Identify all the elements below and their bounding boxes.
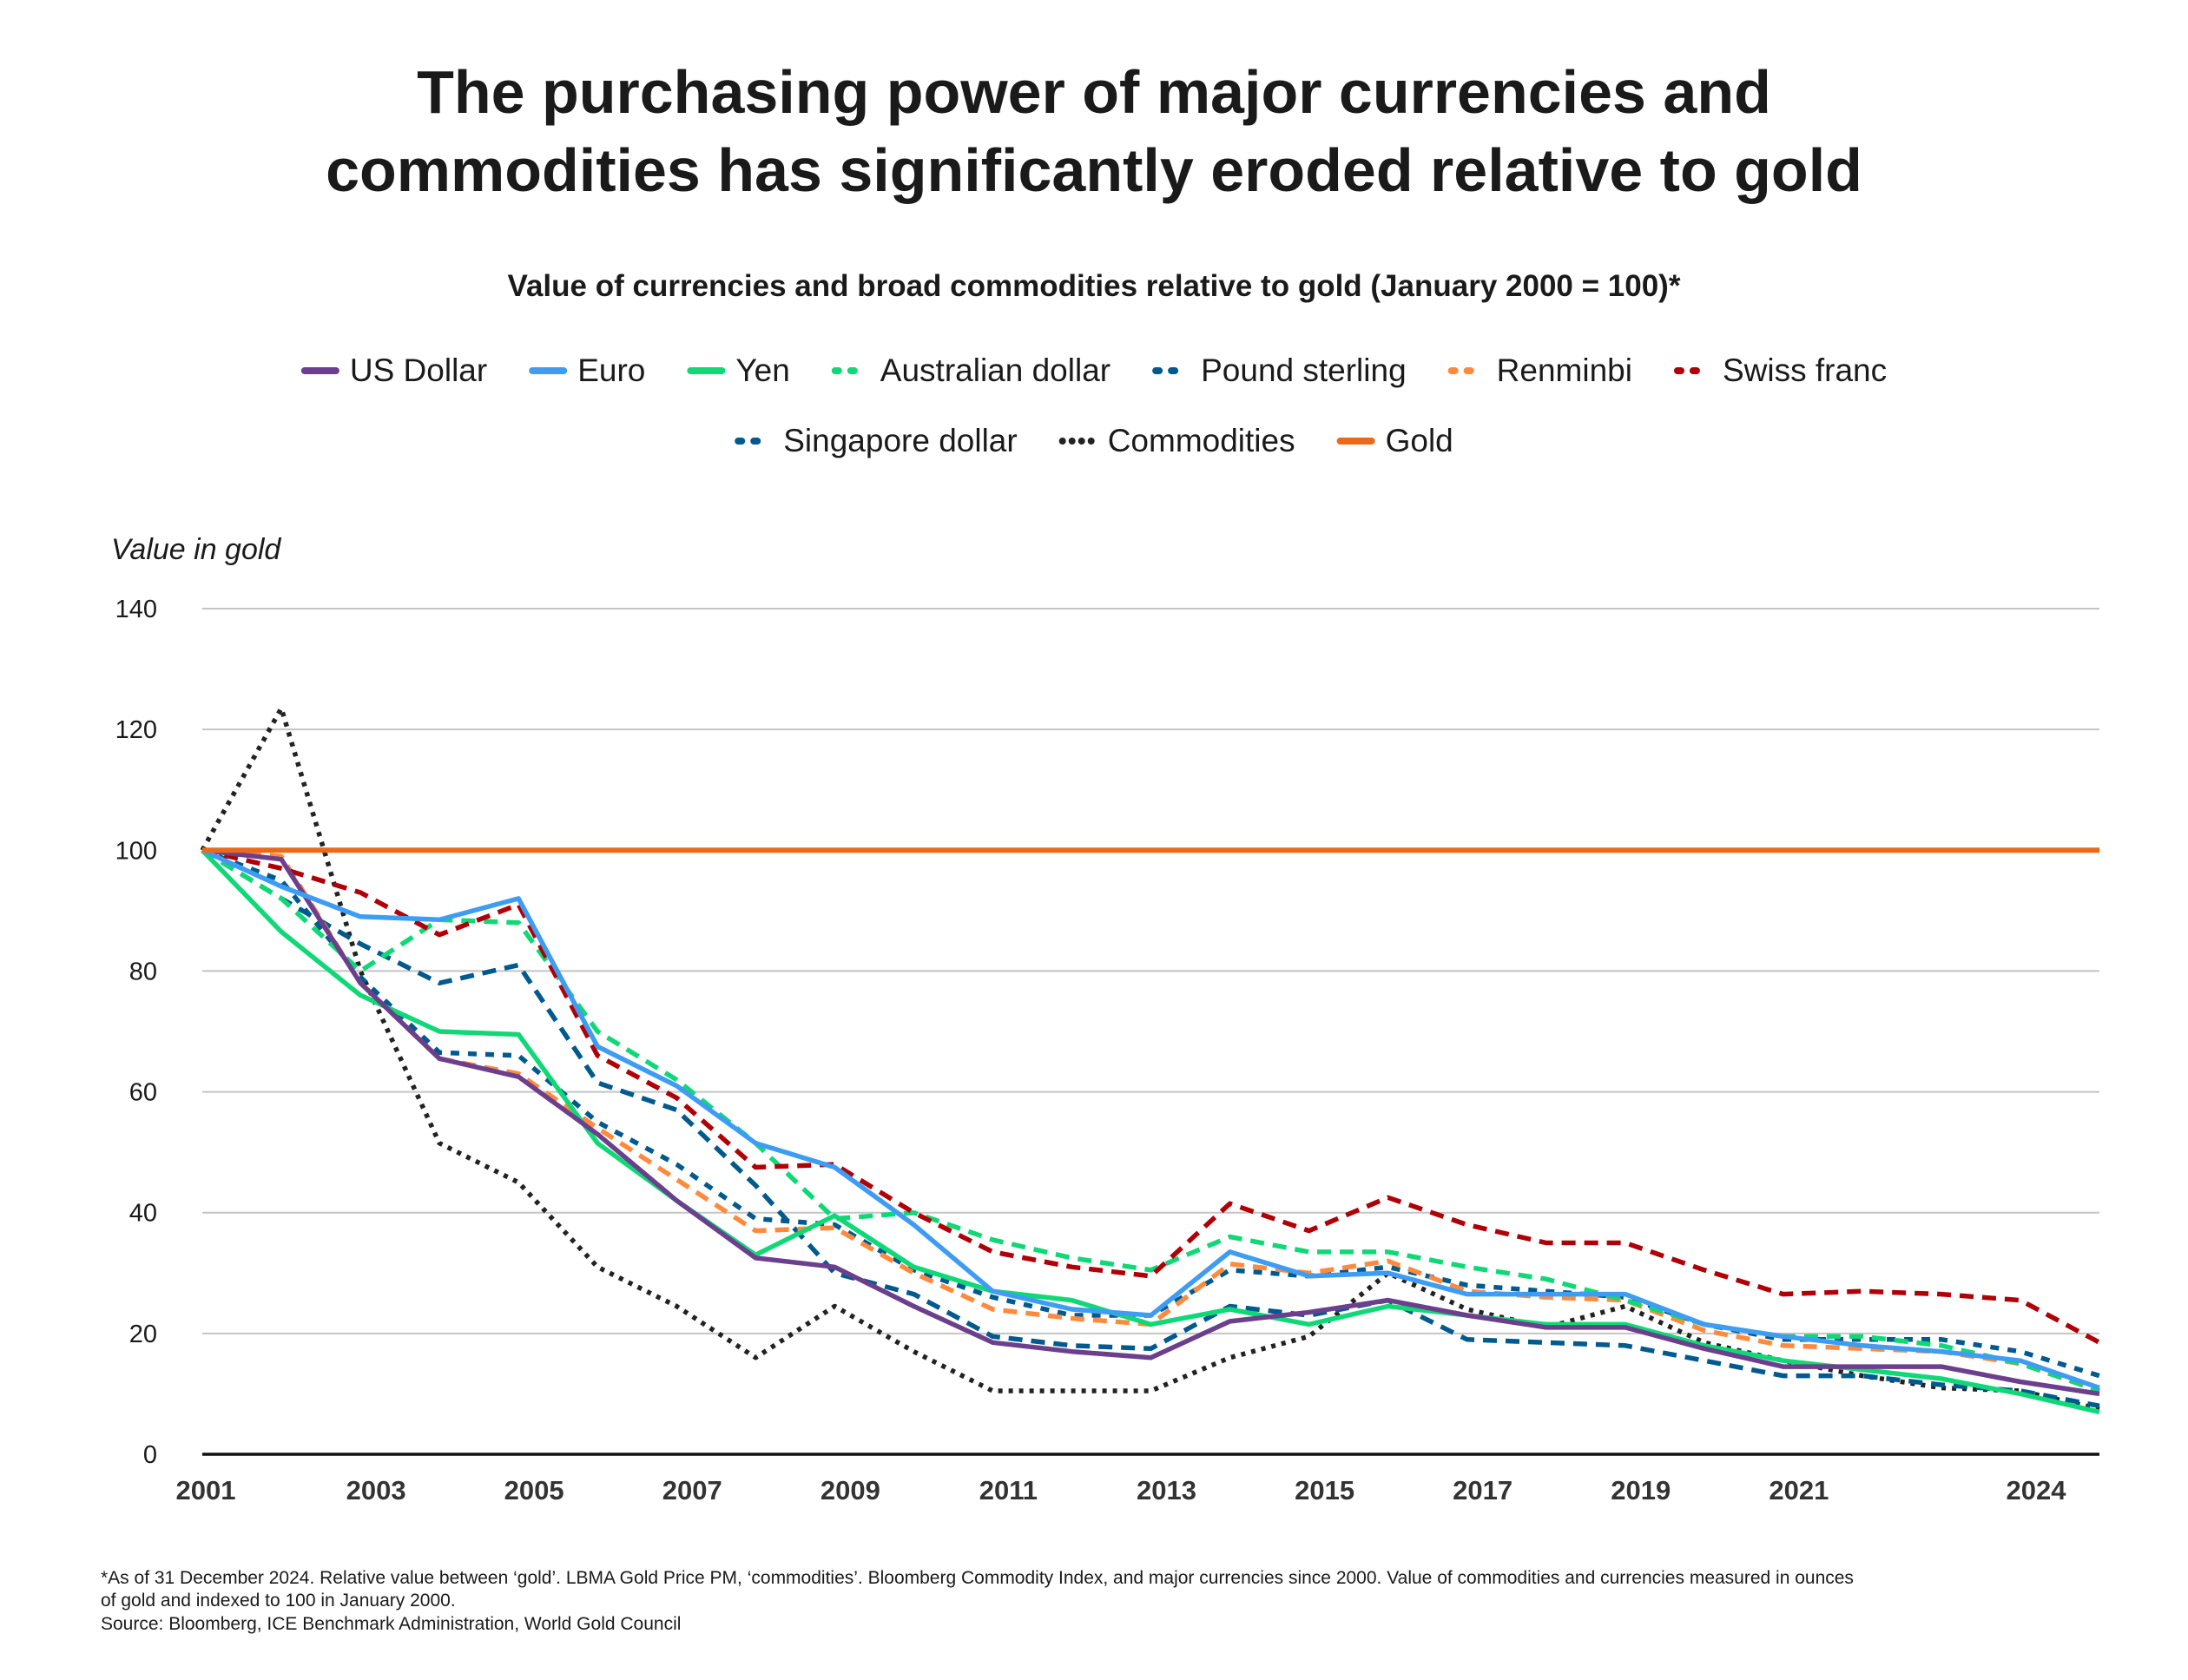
legend-label: Swiss franc xyxy=(1723,352,1887,388)
y-tick-label: 60 xyxy=(129,1079,157,1107)
y-axis-label: Value in gold xyxy=(111,533,281,566)
series-line-swiss-franc xyxy=(201,847,2101,1345)
legend-label: Yen xyxy=(735,352,789,388)
chart-title-line-2: commodities has significantly eroded rel… xyxy=(326,136,1862,204)
legend-item: Euro xyxy=(529,352,645,388)
legend-item: Swiss franc xyxy=(1673,352,1887,388)
legend-label: Pound sterling xyxy=(1201,352,1407,388)
legend-item: Gold xyxy=(1336,423,1453,458)
chart-subtitle: Value of currencies and broad commoditie… xyxy=(508,269,1681,303)
y-tick-label: 100 xyxy=(115,837,157,865)
series-line-yen xyxy=(201,848,2100,1414)
y-axis-ticks: 0 20 40 60 80 100 120 140 xyxy=(115,596,157,1469)
chart-title-line-1: The purchasing power of major currencies… xyxy=(417,58,1771,126)
y-tick-label: 40 xyxy=(129,1200,157,1228)
legend-label: Euro xyxy=(577,352,645,388)
series-line-singapore-dollar xyxy=(201,847,2100,1379)
legend-label: Gold xyxy=(1386,423,1453,458)
legend-label: Renminbi xyxy=(1497,352,1632,388)
legend-item: Renminbi xyxy=(1447,352,1632,388)
y-tick-label: 80 xyxy=(129,958,157,985)
x-tick-label: 2013 xyxy=(1137,1475,1196,1505)
x-axis-ticks: 2001 2003 2005 2007 2009 2011 2013 2015 2017 2019… xyxy=(176,1475,2067,1505)
series-line-us-dollar xyxy=(201,847,2100,1397)
footnote-line-2: of gold and indexed to 100 in January 20… xyxy=(101,1591,456,1611)
series-line-commodities xyxy=(200,706,2100,1412)
footnote-line-1: *As of 31 December 2024. Relative value … xyxy=(101,1568,1854,1588)
x-tick-label: 2003 xyxy=(346,1475,406,1505)
x-tick-label: 2024 xyxy=(2006,1475,2066,1505)
y-tick-label: 120 xyxy=(115,716,157,744)
x-tick-label: 2015 xyxy=(1295,1475,1354,1505)
x-tick-label: 2005 xyxy=(504,1475,564,1505)
x-tick-label: 2019 xyxy=(1611,1475,1671,1505)
y-tick-label: 140 xyxy=(115,596,157,623)
legend-item: Commodities xyxy=(1058,423,1295,458)
x-tick-label: 2009 xyxy=(820,1475,880,1505)
legend-label: Commodities xyxy=(1108,423,1295,458)
legend-item: Pound sterling xyxy=(1152,352,1407,388)
y-tick-label: 20 xyxy=(129,1321,157,1348)
series-line-euro xyxy=(201,847,2100,1391)
series-line-pound-sterling xyxy=(201,847,2100,1409)
legend-item: Singapore dollar xyxy=(735,423,1018,458)
legend-label: Singapore dollar xyxy=(783,423,1017,458)
x-tick-label: 2011 xyxy=(979,1475,1038,1505)
x-tick-label: 2007 xyxy=(662,1475,722,1505)
series-line-australian-dollar xyxy=(201,847,2100,1393)
y-tick-label: 0 xyxy=(143,1441,157,1469)
legend-label: Australian dollar xyxy=(880,352,1110,388)
x-tick-label: 2017 xyxy=(1453,1475,1512,1505)
x-tick-label: 2021 xyxy=(1769,1475,1829,1505)
x-tick-label: 2001 xyxy=(176,1475,236,1505)
legend-label: US Dollar xyxy=(350,352,487,388)
legend-item: US Dollar xyxy=(300,352,487,388)
source-line: Source: Bloomberg, ICE Benchmark Adminis… xyxy=(101,1614,681,1634)
legend-item: Yen xyxy=(687,352,790,388)
legend: US Dollar Euro Yen Australian dollar Pound s… xyxy=(300,352,1887,458)
legend-item: Australian dollar xyxy=(831,352,1110,388)
series-lines xyxy=(200,706,2101,1414)
series-line-renminbi xyxy=(201,847,2100,1393)
